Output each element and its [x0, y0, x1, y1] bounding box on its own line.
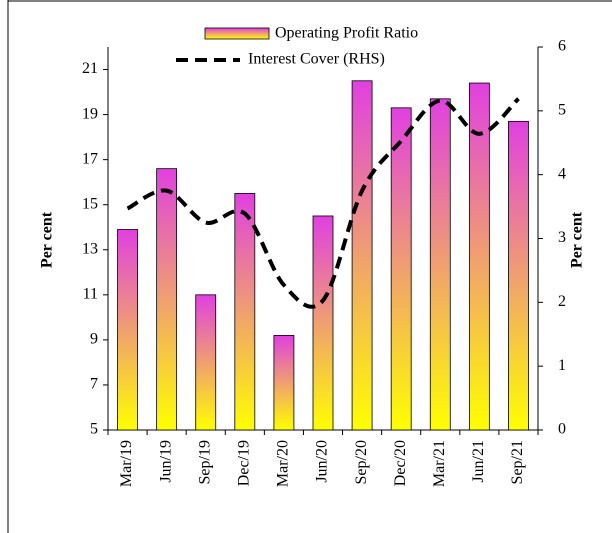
- y-tick-label: 19: [82, 105, 98, 122]
- y2-tick-label: 2: [558, 293, 566, 310]
- x-tick-label: Dec/20: [392, 440, 409, 486]
- x-tick-label: Sep/20: [353, 440, 370, 484]
- bar: [468, 82, 490, 431]
- y-axis-label: Per cent: [39, 211, 56, 268]
- x-tick-label: Sep/19: [196, 440, 213, 484]
- y-tick-label: 15: [82, 195, 98, 212]
- x-tick-label: Jun/20: [314, 440, 331, 483]
- bar: [195, 294, 217, 431]
- bar: [273, 334, 295, 431]
- x-tick-label: Mar/21: [431, 440, 448, 487]
- bar: [429, 98, 451, 431]
- legend-swatch: [204, 27, 270, 40]
- bar: [312, 215, 334, 431]
- bar: [234, 193, 256, 431]
- y2-tick-label: 5: [558, 102, 566, 119]
- bar: [390, 107, 412, 431]
- x-tick-label: Mar/19: [118, 440, 135, 487]
- y-tick-label: 13: [82, 240, 98, 257]
- y2-tick-label: 1: [558, 357, 566, 374]
- legend-label: Operating Profit Ratio: [275, 25, 418, 42]
- y-tick-label: 5: [90, 421, 98, 438]
- y-tick-label: 21: [82, 60, 98, 77]
- y2-tick-label: 4: [558, 165, 566, 182]
- y-tick-label: 11: [83, 285, 98, 302]
- y-tick-label: 17: [82, 150, 98, 167]
- bar: [117, 229, 138, 431]
- y2-tick-label: 3: [558, 229, 566, 246]
- x-tick-label: Mar/20: [275, 440, 292, 487]
- y-tick-label: 7: [90, 376, 98, 393]
- y-tick-label: 9: [90, 331, 98, 348]
- x-tick-label: Jun/21: [470, 440, 487, 483]
- line: [126, 97, 520, 309]
- x-tick-label: Jun/19: [157, 440, 174, 483]
- legend-label: Interest Cover (RHS): [248, 51, 385, 68]
- x-tick-label: Dec/19: [235, 440, 252, 486]
- bar: [351, 80, 373, 431]
- y2-tick-label: 6: [558, 38, 566, 55]
- y2-tick-label: 0: [558, 421, 566, 438]
- x-tick-label: Sep/21: [509, 440, 526, 484]
- y2-axis-label: Per cent: [569, 211, 586, 268]
- bar: [156, 168, 178, 431]
- bar: [508, 120, 529, 431]
